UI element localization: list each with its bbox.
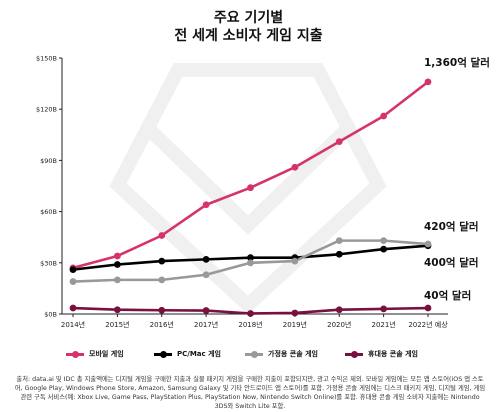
chart-title-line1: 주요 기기별: [213, 10, 284, 26]
chart-title-line2: 전 세계 소비자 게임 지출: [174, 28, 323, 44]
data-point: [380, 112, 388, 120]
data-point: [113, 276, 121, 284]
data-point: [69, 278, 77, 285]
y-tick-label: $0B: [44, 311, 57, 319]
data-point: [291, 257, 299, 265]
end-value-annotation: 1,360억 달러: [424, 56, 490, 69]
x-tick-label: 2019년: [283, 320, 307, 329]
legend-item-4: 휴대용 콘솔 게임: [345, 349, 418, 359]
legend-label: PC/Mac 게임: [177, 350, 221, 358]
source-note: 출처: data.ai 및 IDC 총 지출액에는 디지털 게임을 구매한 지출…: [14, 376, 486, 410]
x-tick-label: 2016년: [150, 320, 174, 329]
data-point: [335, 306, 343, 314]
legend-item-3: 가정용 콘솔 게임: [245, 349, 318, 359]
data-point: [247, 259, 254, 267]
data-point: [424, 240, 432, 248]
y-tick-label: $150B: [36, 55, 57, 63]
legend-item-2: PC/Mac 게임: [154, 349, 221, 359]
data-point: [113, 306, 121, 314]
data-point: [335, 138, 343, 146]
data-point: [424, 304, 432, 312]
data-point: [247, 310, 254, 317]
data-point: [113, 252, 121, 260]
data-point: [202, 255, 210, 263]
x-tick-label: 2020년: [327, 320, 351, 329]
end-value-annotation: 420억 달러: [424, 220, 479, 233]
y-tick-label: $30B: [40, 259, 57, 267]
data-point: [424, 78, 432, 86]
data-point: [158, 306, 166, 314]
data-point: [158, 232, 166, 239]
legend-swatch: [154, 350, 172, 358]
x-tick-label: 2021년: [371, 320, 395, 329]
data-point: [380, 237, 388, 245]
data-point: [380, 305, 388, 313]
data-point: [291, 309, 299, 317]
data-point: [158, 276, 166, 284]
end-value-annotation: 40억 달러: [424, 289, 471, 302]
y-tick-label: $60B: [40, 208, 57, 216]
watermark-logo: [109, 63, 387, 315]
data-point: [69, 266, 77, 274]
x-tick-label: 2022년 예상: [408, 320, 448, 329]
data-point: [335, 250, 343, 258]
data-point: [202, 201, 210, 209]
data-point: [69, 304, 77, 312]
data-point: [335, 237, 343, 245]
legend-swatch: [66, 350, 84, 358]
legend-label: 모바일 게임: [89, 350, 124, 358]
data-point: [158, 257, 166, 265]
legend-label: 휴대용 콘솔 게임: [368, 350, 418, 358]
data-point: [247, 184, 254, 192]
x-tick-label: 2015년: [105, 320, 129, 329]
legend-swatch: [245, 350, 263, 358]
data-point: [113, 261, 121, 268]
x-tick-label: 2014년: [61, 320, 85, 329]
legend-swatch: [345, 350, 363, 358]
line-chart: $0B $30B $60B $90B $120B $150B 2014년 2015년 2016…: [36, 55, 490, 330]
y-tick-label: $90B: [40, 157, 57, 165]
data-point: [380, 245, 388, 253]
data-point: [291, 163, 299, 171]
data-point: [202, 271, 210, 279]
x-tick-label: 2017년: [194, 320, 218, 329]
chart-legend: 모바일 게임 PC/Mac 게임 가정용 콘솔 게임 휴대용 콘솔 게임: [0, 349, 497, 363]
data-point: [247, 254, 254, 262]
data-point: [202, 307, 210, 314]
legend-item-1: 모바일 게임: [66, 349, 124, 359]
y-tick-label: $120B: [36, 106, 57, 114]
x-tick-label: 2018년: [238, 320, 262, 329]
legend-label: 가정용 콘솔 게임: [268, 350, 318, 358]
end-value-annotation: 400억 달러: [424, 256, 479, 269]
